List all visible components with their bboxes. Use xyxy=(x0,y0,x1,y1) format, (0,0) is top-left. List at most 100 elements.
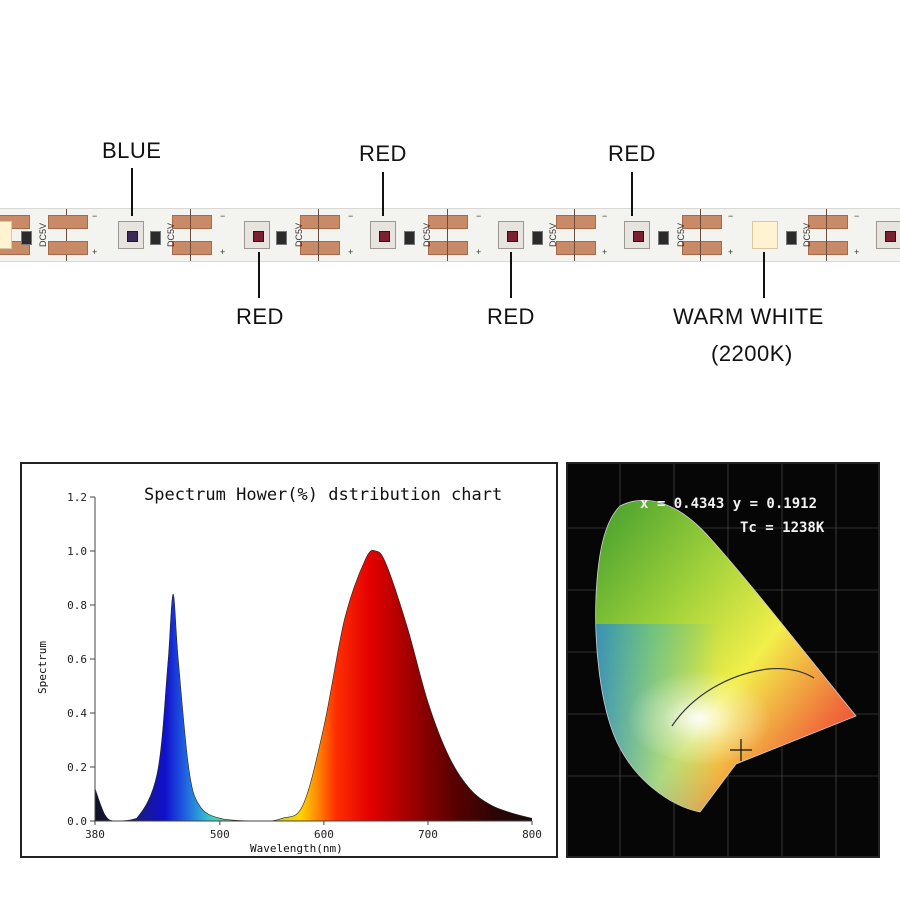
plus-sign: + xyxy=(728,247,734,257)
plus-sign: + xyxy=(602,247,608,257)
cut-line xyxy=(66,209,67,261)
cut-line xyxy=(700,209,701,261)
cie-white-region xyxy=(618,644,798,764)
cut-line xyxy=(826,209,827,261)
spectrum-line xyxy=(94,549,533,822)
solder-pad xyxy=(556,241,596,255)
y-tick-label: 1.0 xyxy=(67,545,87,558)
plus-sign: + xyxy=(476,247,482,257)
planckian-locus xyxy=(671,667,815,727)
solder-pad xyxy=(300,241,340,255)
x-tick-label: 600 xyxy=(314,828,334,841)
solder-pad xyxy=(48,241,88,255)
y-tick-label: 0.2 xyxy=(67,761,87,774)
dc-voltage-label: DC5V xyxy=(548,223,558,248)
spectrum-chart: Spectrum Hower(%) dstribution chart 0.00… xyxy=(36,485,542,855)
resistor xyxy=(786,231,797,245)
label-red-top-1: RED xyxy=(359,141,407,166)
y-tick-label: 0.0 xyxy=(67,815,87,828)
cie-xy-readout: x = 0.4343 y = 0.1912 xyxy=(640,496,817,512)
x-tick-label: 700 xyxy=(418,828,438,841)
led-warm-white xyxy=(0,221,12,249)
led-red xyxy=(876,221,900,249)
solder-pad xyxy=(808,215,848,229)
dc-voltage-label: DC5V xyxy=(676,223,686,248)
dc-voltage-label: DC5V xyxy=(294,223,304,248)
solder-pad xyxy=(172,215,212,229)
resistor xyxy=(658,231,669,245)
x-tick-label: 800 xyxy=(522,828,542,841)
solder-pad xyxy=(682,241,722,255)
plus-sign: + xyxy=(220,247,226,257)
cie-chromaticity-diagram: x = 0.4343 y = 0.1912 Tc = 1238K xyxy=(568,464,878,856)
cut-line xyxy=(574,209,575,261)
led-strip: DC5V DC5V DC5V DC5V DC5V DC5V DC5V − + −… xyxy=(0,208,900,262)
label-blue: BLUE xyxy=(102,138,162,163)
y-tick-label: 0.4 xyxy=(67,707,87,720)
label-red-bottom-2: RED xyxy=(487,304,535,329)
y-tick-label: 0.8 xyxy=(67,599,87,612)
pointer-red-bottom-1 xyxy=(258,252,260,298)
spectrum-area xyxy=(95,550,532,821)
resistor xyxy=(276,231,287,245)
cie-diagram-panel: x = 0.4343 y = 0.1912 Tc = 1238K xyxy=(566,462,880,858)
label-red-bottom-1: RED xyxy=(236,304,284,329)
dc-voltage-label: DC5V xyxy=(38,223,48,248)
minus-sign: − xyxy=(476,211,482,221)
led-red xyxy=(624,221,650,249)
x-tick-label: 380 xyxy=(85,828,105,841)
resistor xyxy=(404,231,415,245)
label-warm-white-cct: (2200K) xyxy=(711,341,793,366)
solder-pad xyxy=(172,241,212,255)
pointer-red-top-2 xyxy=(631,172,633,216)
solder-pad xyxy=(48,215,88,229)
led-red xyxy=(498,221,524,249)
minus-sign: − xyxy=(220,211,226,221)
spectrum-chart-panel: Spectrum Hower(%) dstribution chart 0.0 0… xyxy=(20,462,558,858)
pointer-warm-white xyxy=(763,252,765,298)
minus-sign: − xyxy=(92,211,98,221)
x-tick-group: 380 500 600 700 800 xyxy=(85,821,542,841)
minus-sign: − xyxy=(728,211,734,221)
cut-line xyxy=(190,209,191,261)
y-tick-group: 0.0 0.2 0.4 0.6 0.8 1.0 1.2 xyxy=(67,491,95,828)
solder-pad xyxy=(682,215,722,229)
x-axis-label: Wavelength(nm) xyxy=(250,842,343,855)
plus-sign: + xyxy=(854,247,860,257)
solder-pad xyxy=(428,241,468,255)
dc-voltage-label: DC5V xyxy=(422,223,432,248)
cie-tc-readout: Tc = 1238K xyxy=(740,520,825,536)
x-tick-label: 500 xyxy=(210,828,230,841)
y-axis-label: Spectrum xyxy=(36,641,49,694)
label-warm-white: WARM WHITE xyxy=(673,304,824,329)
cut-line xyxy=(447,209,448,261)
led-red xyxy=(370,221,396,249)
resistor xyxy=(21,231,32,245)
label-red-top-2: RED xyxy=(608,141,656,166)
led-warm-white xyxy=(752,221,778,249)
solder-pad xyxy=(556,215,596,229)
solder-pad xyxy=(808,241,848,255)
y-tick-label: 0.6 xyxy=(67,653,87,666)
led-blue xyxy=(118,221,144,249)
solder-pad xyxy=(428,215,468,229)
minus-sign: − xyxy=(348,211,354,221)
minus-sign: − xyxy=(602,211,608,221)
plus-sign: + xyxy=(92,247,98,257)
resistor xyxy=(532,231,543,245)
measured-point-marker xyxy=(730,739,752,761)
y-tick-label: 1.2 xyxy=(67,491,87,504)
solder-pad xyxy=(300,215,340,229)
resistor xyxy=(150,231,161,245)
chart-title: Spectrum Hower(%) dstribution chart xyxy=(144,485,502,505)
pointer-red-bottom-2 xyxy=(510,252,512,298)
cut-line xyxy=(318,209,319,261)
plus-sign: + xyxy=(348,247,354,257)
dc-voltage-label: DC5V xyxy=(802,223,812,248)
pointer-blue xyxy=(131,168,133,216)
minus-sign: − xyxy=(854,211,860,221)
led-red xyxy=(244,221,270,249)
cie-boundary xyxy=(595,499,857,813)
dc-voltage-label: DC5V xyxy=(166,223,176,248)
pointer-red-top-1 xyxy=(382,172,384,216)
